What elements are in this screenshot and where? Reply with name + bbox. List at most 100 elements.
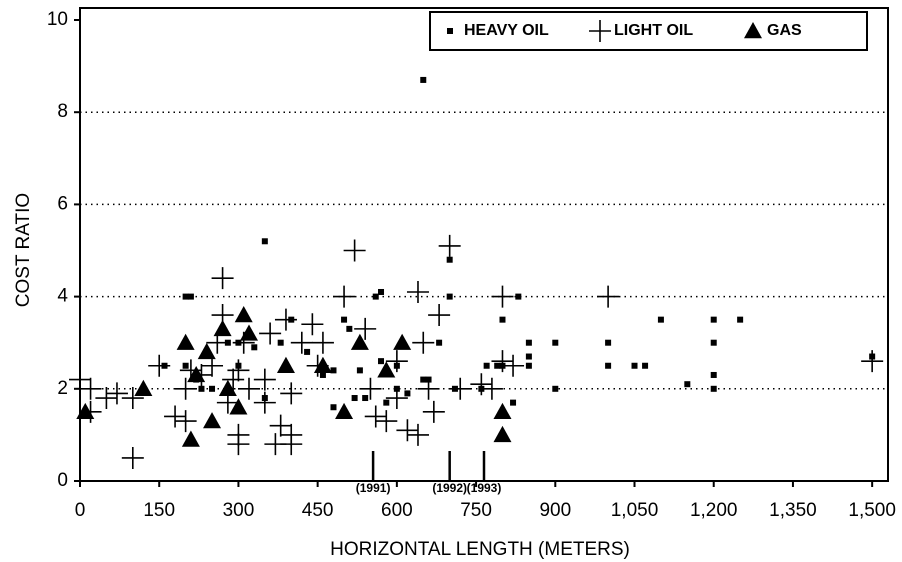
- light-oil-point: [412, 331, 435, 354]
- heavy-oil-point: [362, 395, 369, 402]
- x-tick-label: 0: [75, 500, 86, 521]
- heavy-oil-point: [356, 367, 363, 374]
- heavy-oil-point: [209, 385, 216, 392]
- light-oil-point: [227, 359, 250, 382]
- light-oil-point: [449, 377, 472, 400]
- light-oil-point: [259, 322, 282, 345]
- heavy-oil-point: [525, 353, 532, 360]
- heavy-oil-point: [494, 362, 501, 369]
- gas-point: [197, 342, 216, 360]
- x-tick-label: 450: [302, 500, 334, 521]
- heavy-oil-point: [642, 362, 649, 369]
- light-oil-point: [417, 377, 440, 400]
- heavy-oil-point: [737, 316, 744, 323]
- heavy-oil-point: [710, 371, 717, 378]
- heavy-oil-point: [710, 339, 717, 346]
- y-tick-label: 4: [57, 286, 68, 307]
- light-oil-point: [502, 354, 525, 377]
- legend-label: HEAVY OIL: [464, 22, 549, 39]
- light-oil-point: [491, 285, 514, 308]
- gas-point: [76, 402, 95, 420]
- heavy-oil-point: [404, 390, 411, 397]
- heavy-oil-point: [710, 385, 717, 392]
- y-axis-title: COST RATIO: [13, 193, 34, 307]
- light-oil-point: [121, 387, 144, 410]
- gas-point: [313, 356, 332, 373]
- heavy-oil-point: [499, 316, 506, 323]
- heavy-oil-point: [631, 362, 638, 369]
- light-oil-point: [237, 377, 260, 400]
- gas-point: [335, 402, 354, 420]
- heavy-oil-point: [330, 404, 337, 411]
- heavy-oil-point: [383, 399, 390, 406]
- light-oil-point: [95, 387, 118, 410]
- heavy-oil-point: [198, 385, 205, 392]
- heavy-oil-point: [330, 367, 337, 374]
- light-oil-point: [148, 354, 171, 377]
- light-oil-point: [253, 391, 276, 414]
- legend-marker: [589, 20, 611, 42]
- gas-point: [181, 430, 200, 447]
- gas-point: [393, 333, 412, 350]
- heavy-oil-point: [251, 344, 258, 351]
- light-oil-point: [422, 400, 445, 423]
- heavy-oil-point: [515, 293, 522, 300]
- gas-point: [203, 412, 222, 429]
- light-oil-point: [396, 419, 419, 442]
- light-oil-point: [597, 285, 620, 308]
- heavy-oil-point: [552, 385, 559, 392]
- heavy-oil-point: [319, 371, 326, 378]
- heavy-oil-point: [605, 339, 612, 346]
- light-oil-point: [301, 313, 324, 336]
- heavy-oil-point: [446, 256, 453, 263]
- heavy-oil-point: [710, 316, 717, 323]
- plot-frame: [79, 7, 889, 482]
- light-oil-point: [222, 368, 245, 391]
- heavy-oil-point: [684, 381, 691, 388]
- light-oil-point: [280, 382, 303, 405]
- gas-point: [350, 333, 369, 350]
- light-oil-point: [79, 377, 102, 400]
- y-tick-label: 0: [57, 470, 68, 491]
- light-oil-point: [438, 234, 461, 257]
- heavy-oil-point: [525, 339, 532, 346]
- light-oil-point: [385, 350, 408, 373]
- heavy-oil-point: [483, 362, 490, 369]
- gas-point: [176, 333, 195, 350]
- heavy-oil-point: [182, 362, 189, 369]
- x-tick-label: 1,350: [769, 500, 817, 521]
- light-oil-point: [470, 373, 493, 396]
- x-axis-title: HORIZONTAL LENGTH (METERS): [330, 539, 630, 560]
- heavy-oil-point: [378, 288, 385, 295]
- gas-point: [276, 356, 295, 373]
- light-oil-point: [385, 387, 408, 410]
- heavy-oil-point: [510, 399, 517, 406]
- light-oil-point: [861, 350, 884, 373]
- x-tick-label: 900: [539, 500, 571, 521]
- light-oil-point: [428, 304, 451, 327]
- gas-point: [213, 319, 232, 337]
- gas-point: [234, 306, 253, 323]
- light-oil-point: [406, 280, 429, 303]
- light-oil-point: [253, 368, 276, 391]
- light-oil-point: [174, 377, 197, 400]
- x-tick-label: 600: [381, 500, 413, 521]
- light-oil-point: [311, 331, 334, 354]
- light-oil-point: [174, 410, 197, 433]
- x-tick-label: 1,050: [611, 500, 659, 521]
- legend-label: GAS: [767, 22, 802, 39]
- heavy-oil-point: [605, 362, 612, 369]
- heavy-oil-point: [372, 293, 379, 300]
- gas-point: [134, 379, 153, 396]
- y-tick-label: 10: [47, 9, 68, 30]
- heavy-oil-point: [187, 293, 194, 300]
- gas-point: [493, 402, 512, 420]
- light-oil-point: [333, 285, 356, 308]
- gas-point: [239, 324, 258, 341]
- light-oil-point: [211, 267, 234, 290]
- y-tick-label: 6: [57, 193, 68, 214]
- heavy-oil-point: [420, 376, 427, 383]
- light-oil-point: [269, 414, 292, 437]
- light-oil-point: [359, 377, 382, 400]
